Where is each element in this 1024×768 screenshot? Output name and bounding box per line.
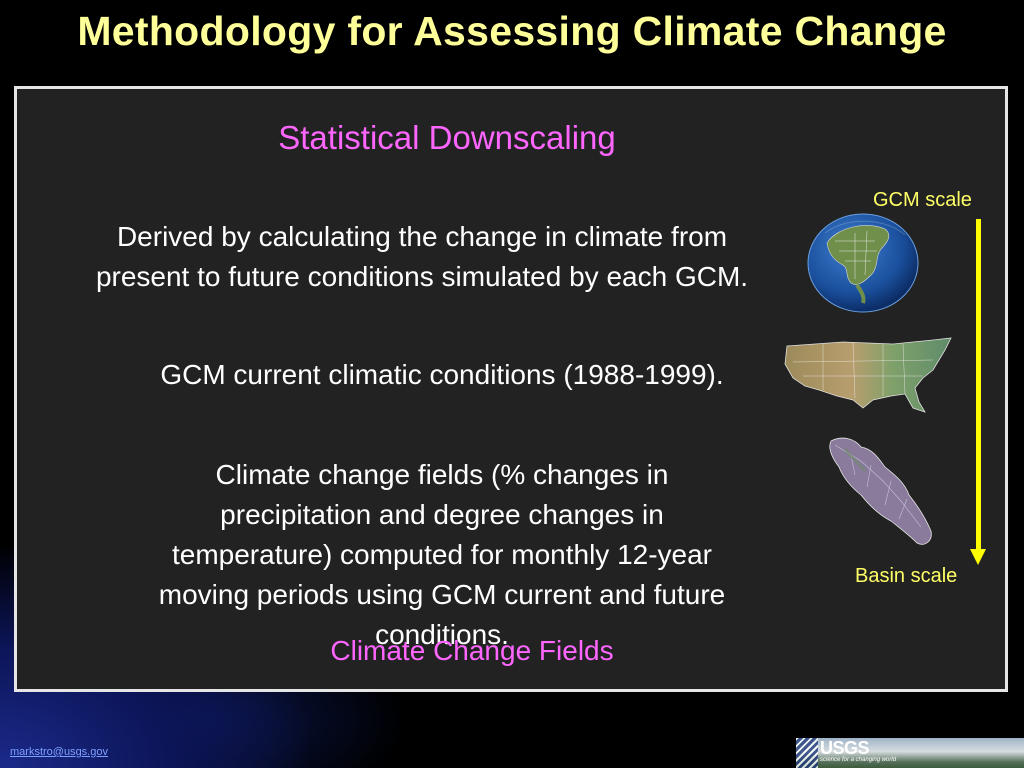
gcm-scale-label: GCM scale (873, 189, 972, 211)
usgs-logo-text: USGS (820, 738, 870, 758)
usgs-logo-tagline: science for a changing world (820, 757, 897, 763)
scale-arrow-head (970, 549, 986, 565)
paragraph-change-fields: Climate change fields (% changes in prec… (158, 459, 726, 650)
usgs-logo-mark (796, 738, 818, 768)
globe-image (807, 213, 919, 313)
us-map-image (784, 337, 952, 413)
slide-title: Methodology for Assessing Climate Change (77, 8, 947, 54)
content-panel: Statistical Downscaling Derived by calcu… (14, 86, 1008, 692)
scale-arrow-shaft (976, 219, 981, 552)
basin-map-image (829, 437, 932, 545)
basin-scale-label: Basin scale (855, 565, 958, 587)
paragraph-derivation: Derived by calculating the change in cli… (95, 221, 749, 292)
paragraph-current-conditions: GCM current climatic conditions (1988-19… (160, 359, 724, 390)
section-subheading: Statistical Downscaling (278, 119, 616, 156)
figure-caption: Climate Change Fields (330, 635, 614, 666)
usgs-logo: USGS science for a changing world (796, 738, 1024, 768)
contact-email-link[interactable]: markstro@usgs.gov (10, 746, 108, 758)
